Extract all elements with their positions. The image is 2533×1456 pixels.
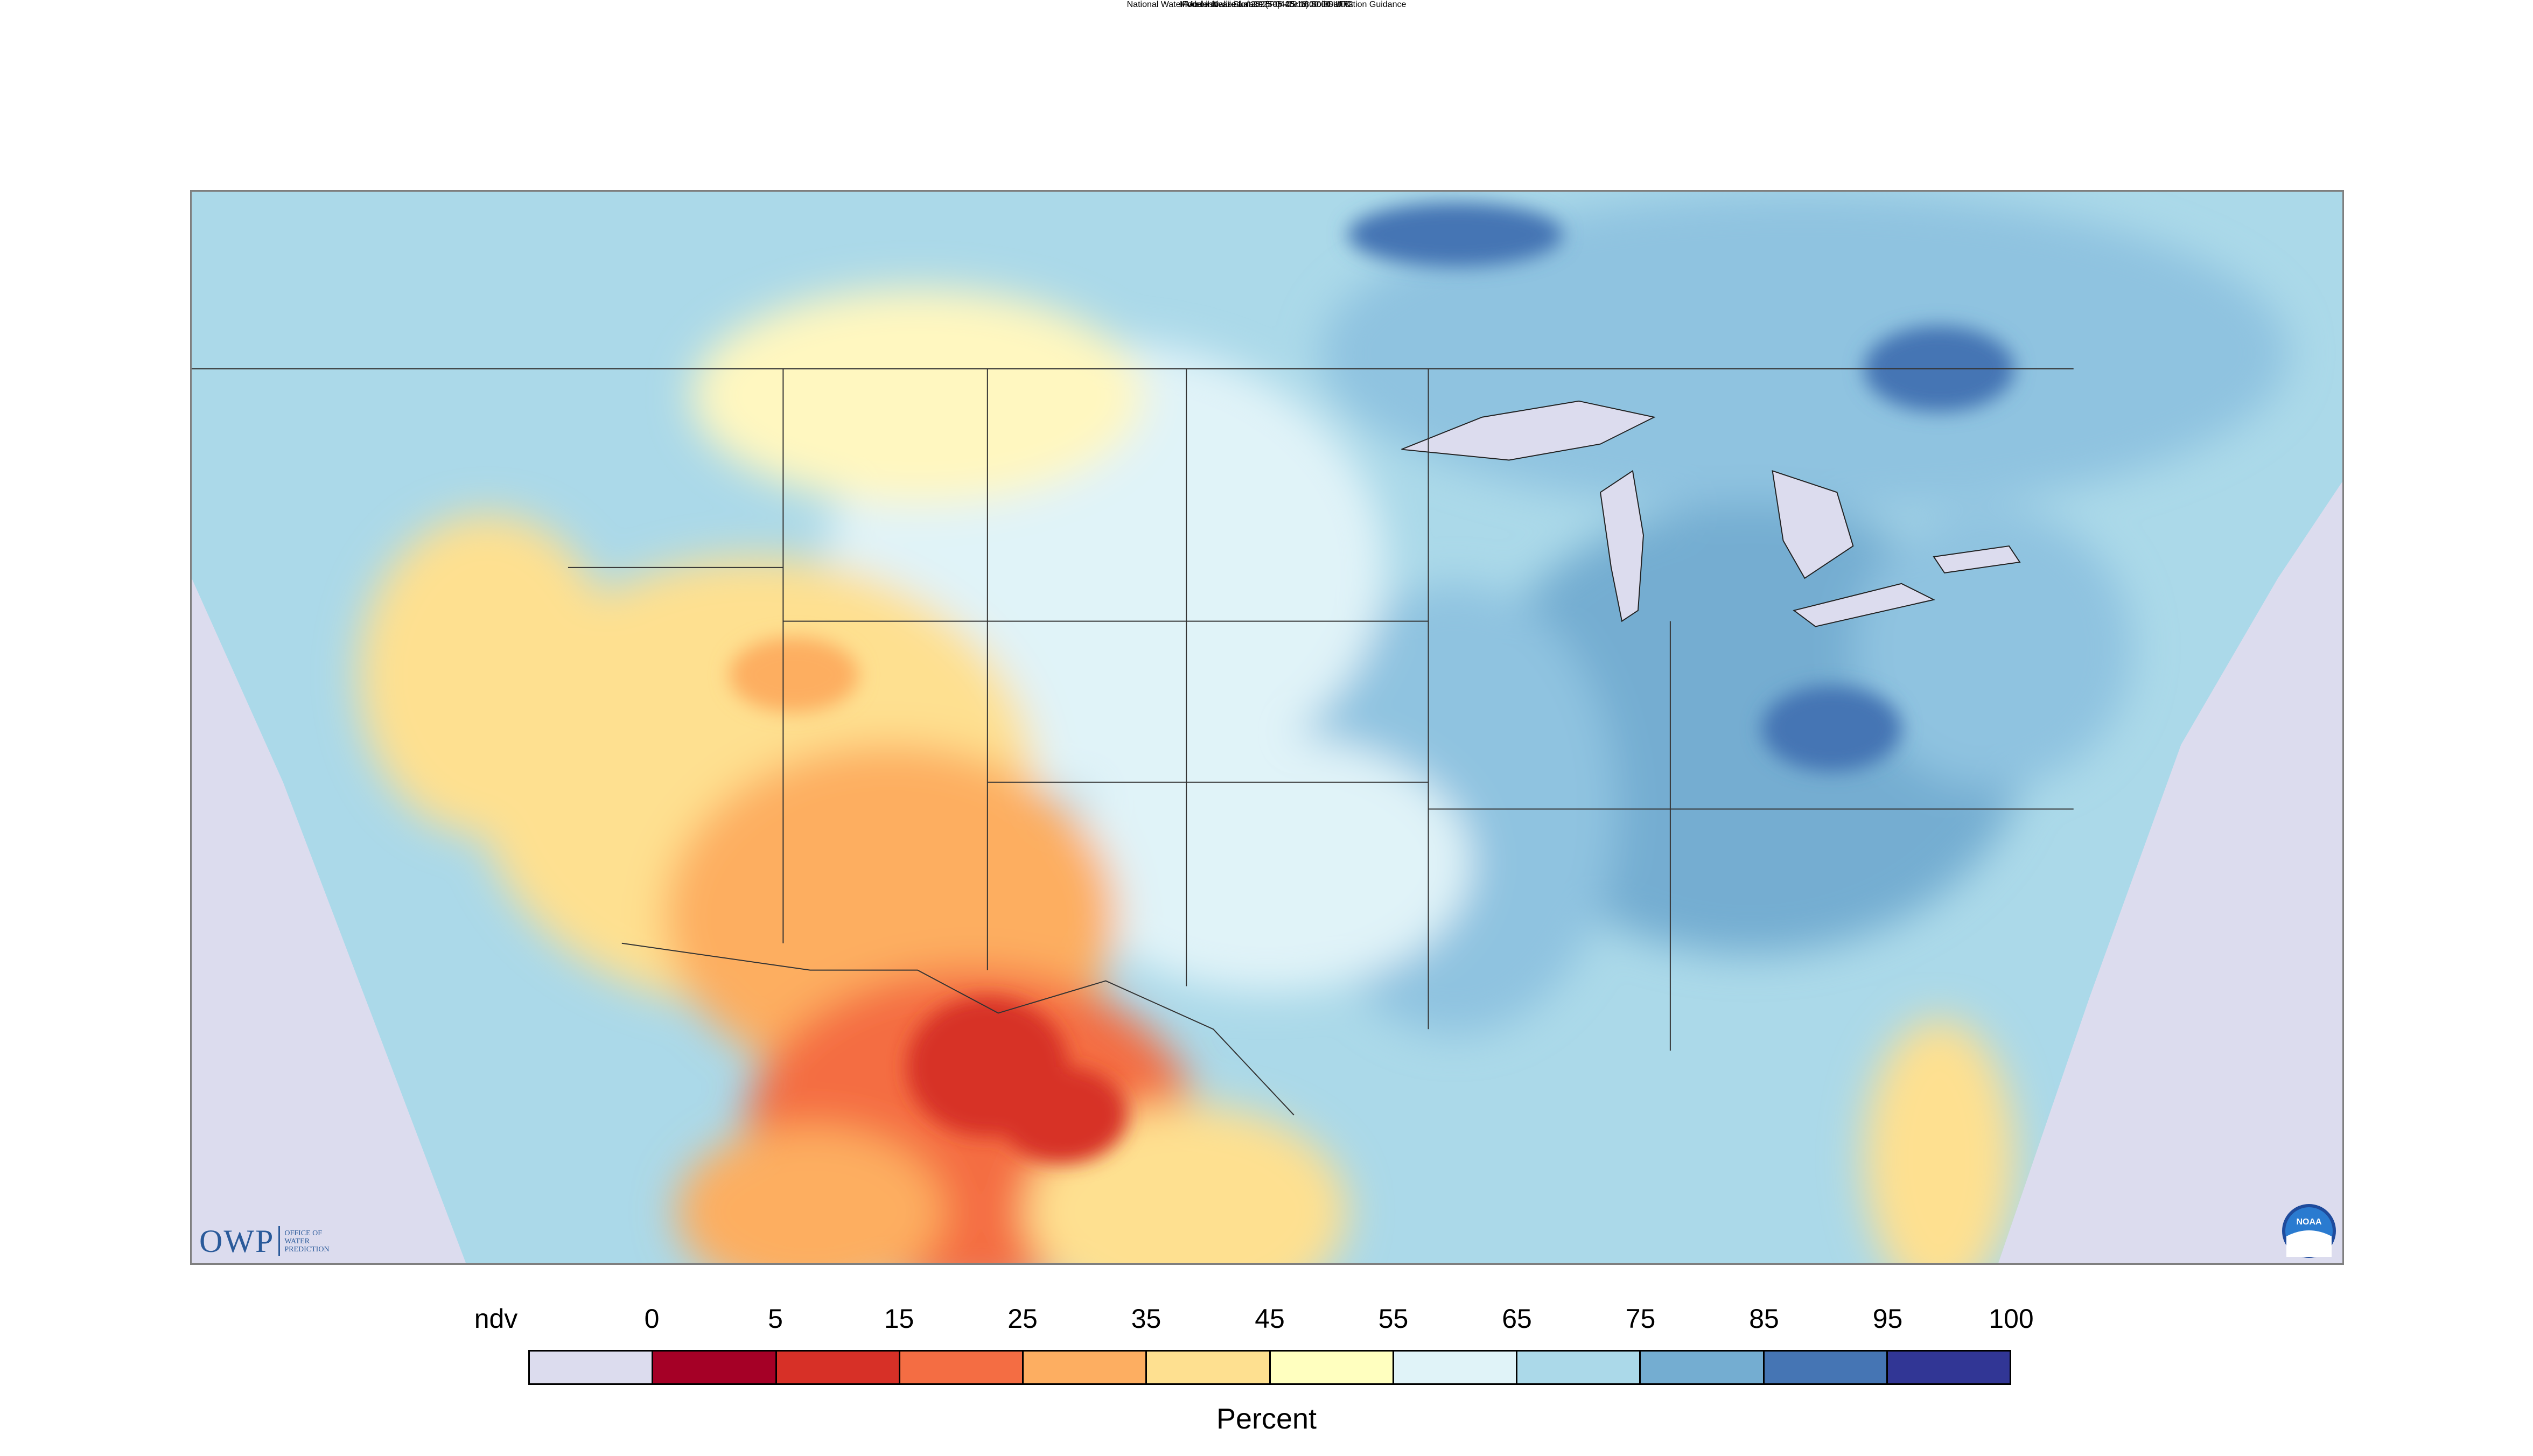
owp-logo: OWP OFFICE OF WATER PREDICTION — [199, 1222, 365, 1260]
map-title: National Water Model Near-Surface (Top 4… — [1126, 0, 1407, 9]
forecast-valid-line: Forecast valid for 2025-05-25 18:00:00 U… — [1182, 0, 1351, 9]
legend-tick-label: 45 — [1255, 1304, 1285, 1334]
legend-tick-label: 65 — [1502, 1304, 1532, 1334]
legend-tick-label: 5 — [768, 1304, 783, 1334]
lake-superior — [1401, 400, 1656, 461]
model-init-line: Model initialized at 2025-04-29 18:00:00… — [1180, 0, 1353, 9]
moderate-region-southern-plains — [1062, 733, 1472, 992]
noaa-logo-text: NOAA — [2296, 1217, 2322, 1227]
legend-swatch — [1394, 1352, 1517, 1383]
land-surface — [192, 192, 2342, 1263]
legend-tick-label: 95 — [1872, 1304, 1903, 1334]
legend-swatch — [1887, 1352, 2010, 1383]
dry-region-florida — [1864, 1018, 2014, 1263]
map-canvas — [192, 192, 2342, 1263]
wet-region-appalachia — [1853, 508, 2133, 788]
lake-ontario — [1933, 545, 2021, 573]
legend-swatch — [1147, 1352, 1271, 1383]
lake-erie — [1793, 583, 1936, 627]
lake-huron — [1772, 470, 1854, 579]
legend-swatch — [530, 1352, 654, 1383]
saturation-detail — [729, 202, 2014, 1164]
legend-swatch — [900, 1352, 1024, 1383]
owp-logo-text: OWP — [199, 1223, 275, 1259]
legend-swatch — [1764, 1352, 1888, 1383]
dry-spot-nevada — [729, 637, 859, 713]
lake-michigan — [1599, 470, 1644, 622]
legend-tick-label: ndv — [474, 1304, 518, 1334]
legend-swatch — [653, 1352, 777, 1383]
legend-tick-label: 25 — [1007, 1304, 1038, 1334]
legend-tick-label: 35 — [1131, 1304, 1161, 1334]
political-borders — [192, 368, 2074, 1116]
dry-region-pacific-northwest — [358, 514, 617, 836]
us-mexico-border — [621, 942, 1295, 1116]
very-dry-spot-chihuahua — [998, 1067, 1128, 1164]
great-lakes — [1401, 400, 2021, 627]
noaa-logo-bird — [2286, 1230, 2332, 1257]
legend-color-bar — [528, 1350, 2011, 1385]
legend-swatch — [1517, 1352, 1641, 1383]
dry-region-baja — [675, 1125, 944, 1263]
legend-tick-label: 0 — [644, 1304, 660, 1334]
moderate-region-mexico-east — [1025, 1104, 1348, 1263]
legend-tick-label: 55 — [1378, 1304, 1409, 1334]
legend-tick-label: 100 — [1989, 1304, 2034, 1334]
legend-swatch — [1270, 1352, 1394, 1383]
legend-swatch — [1024, 1352, 1147, 1383]
owp-logo-subtext: OFFICE OF WATER PREDICTION — [284, 1229, 330, 1254]
very-wet-spot-manitoba — [1347, 202, 1563, 267]
legend-tick-label: 15 — [884, 1304, 914, 1334]
legend-swatch — [776, 1352, 900, 1383]
legend-tick-label: 85 — [1749, 1304, 1779, 1334]
legend-tick-label: 75 — [1625, 1304, 1656, 1334]
very-wet-spot-kentucky — [1761, 685, 1902, 772]
soil-saturation-map — [190, 190, 2344, 1265]
noaa-logo-icon: NOAA — [2282, 1204, 2336, 1258]
owp-logo-divider — [278, 1226, 281, 1256]
dry-region-northern-rockies — [691, 288, 1144, 503]
legend-swatch — [1641, 1352, 1765, 1383]
legend-unit-label: Percent — [1216, 1403, 1317, 1435]
